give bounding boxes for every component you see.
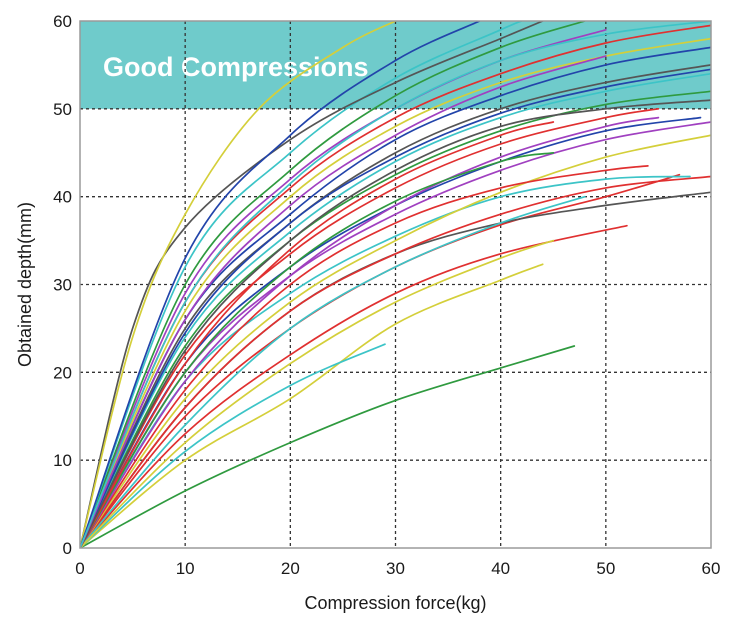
series-line-24 xyxy=(80,21,481,548)
series-line-1 xyxy=(80,345,576,548)
plot-frame xyxy=(79,20,712,549)
x-tick-label: 0 xyxy=(75,559,84,578)
x-tick-label: 10 xyxy=(176,559,195,578)
x-axis-label: Compression force(kg) xyxy=(304,593,486,613)
series-line-14 xyxy=(80,72,711,548)
y-tick-label: 20 xyxy=(53,363,72,382)
series-line-2 xyxy=(80,263,544,548)
series-line-34 xyxy=(80,21,711,548)
series-line-9 xyxy=(80,134,711,548)
series-line-30 xyxy=(80,68,711,548)
series-line-13 xyxy=(80,90,711,548)
y-tick-label: 0 xyxy=(63,539,72,558)
x-tick-label: 50 xyxy=(596,559,615,578)
series-line-31 xyxy=(80,121,555,548)
series-line-29 xyxy=(80,239,555,548)
series-line-25 xyxy=(80,165,649,548)
series-line-7 xyxy=(80,175,711,548)
series-line-15 xyxy=(80,64,711,548)
tick-labels: 0 10 20 30 40 50 60 0 10 20 30 40 50 60 xyxy=(53,12,720,578)
y-tick-label: 50 xyxy=(53,100,72,119)
y-tick-label: 30 xyxy=(53,276,72,295)
y-tick-label: 60 xyxy=(53,12,72,31)
series-line-23 xyxy=(80,21,397,548)
series-line-33 xyxy=(80,55,607,548)
series-lines xyxy=(80,21,711,548)
series-line-26 xyxy=(80,116,660,548)
y-tick-label: 10 xyxy=(53,451,72,470)
series-line-28 xyxy=(80,195,586,548)
series-line-20 xyxy=(80,21,586,548)
series-line-27 xyxy=(80,151,555,548)
series-line-22 xyxy=(80,21,544,548)
x-tick-label: 20 xyxy=(281,559,300,578)
x-tick-label: 30 xyxy=(386,559,405,578)
series-line-32 xyxy=(80,99,711,548)
series-line-12 xyxy=(80,107,660,548)
y-axis-label: Obtained depth(mm) xyxy=(15,202,35,367)
series-line-3 xyxy=(80,343,386,548)
y-tick-label: 40 xyxy=(53,188,72,207)
series-line-4 xyxy=(80,224,628,548)
good-compression-label: Good Compressions xyxy=(103,52,369,82)
x-tick-label: 40 xyxy=(491,559,510,578)
x-tick-label: 60 xyxy=(702,559,721,578)
series-line-21 xyxy=(80,21,523,548)
